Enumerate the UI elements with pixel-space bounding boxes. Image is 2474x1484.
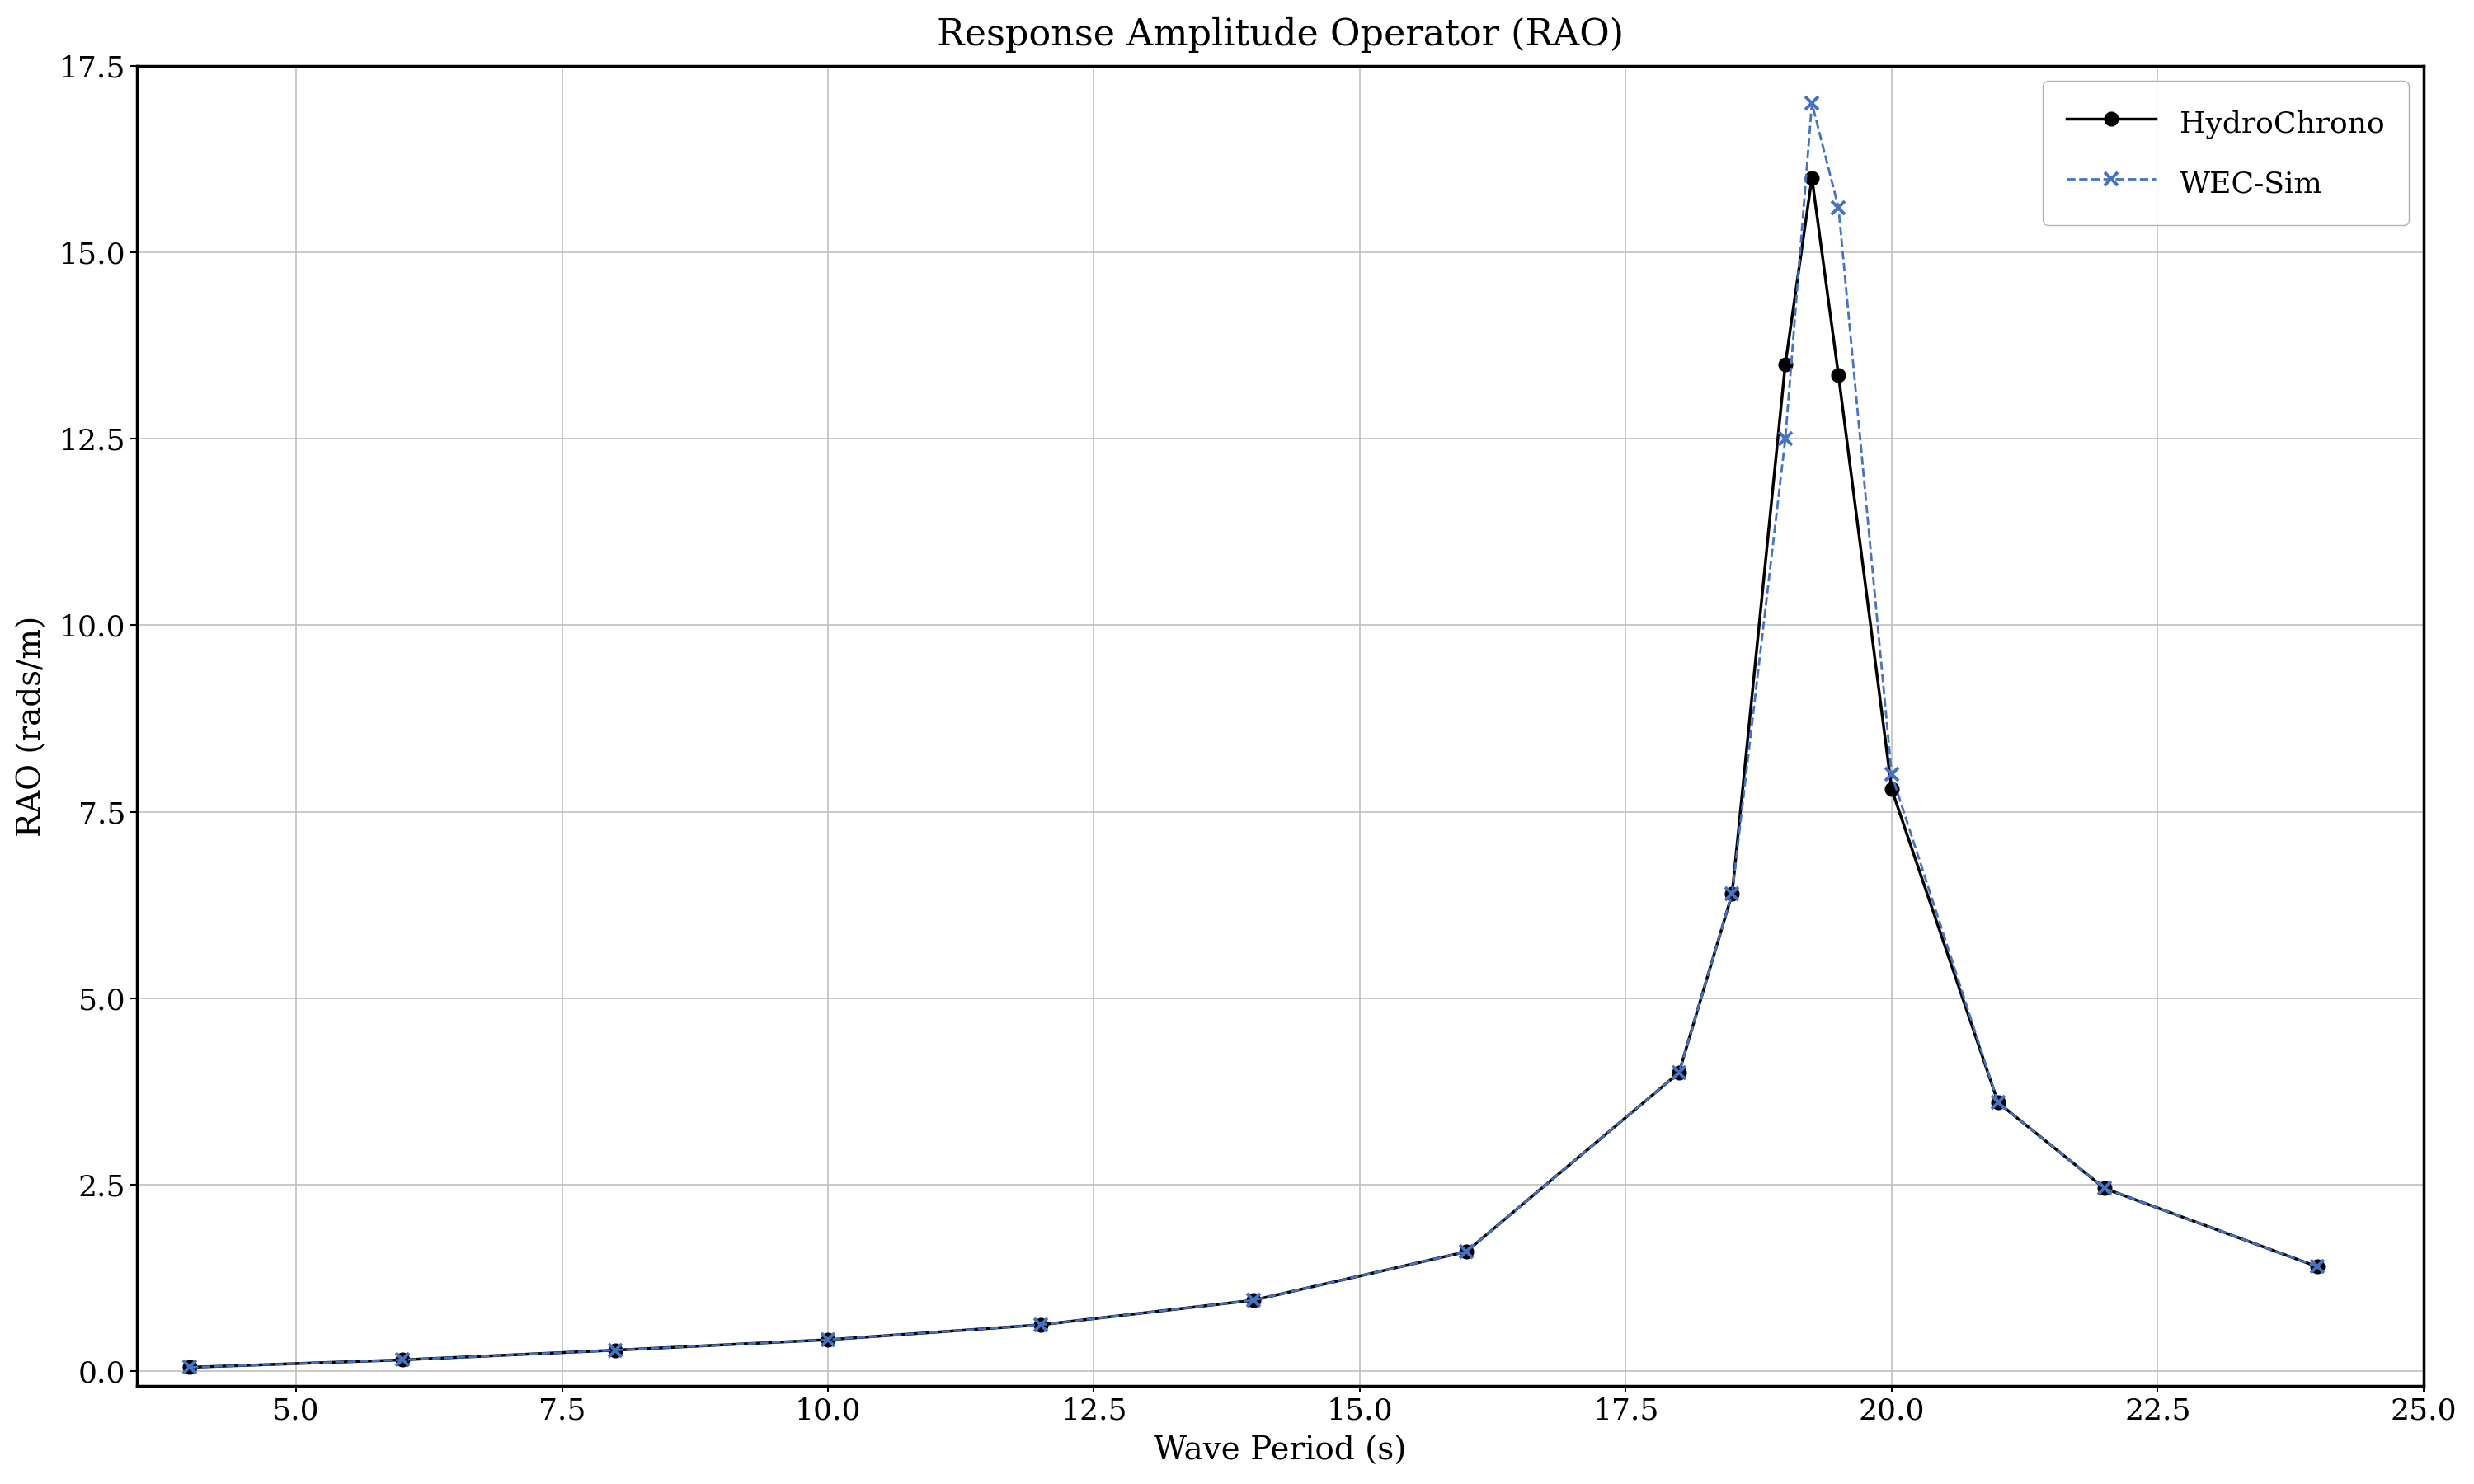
HydroChrono	[1771, 355, 1801, 372]
HydroChrono	[601, 1342, 631, 1359]
HydroChrono	[1823, 367, 1853, 384]
Line: WEC-Sim: WEC-Sim	[183, 96, 2323, 1374]
WEC-Sim	[1823, 199, 1853, 217]
WEC-Sim	[1878, 766, 1907, 784]
WEC-Sim	[1027, 1316, 1056, 1334]
WEC-Sim	[1239, 1291, 1269, 1309]
HydroChrono	[814, 1331, 844, 1349]
HydroChrono	[1717, 884, 1747, 902]
HydroChrono	[1878, 781, 1907, 798]
HydroChrono	[1665, 1064, 1695, 1082]
Title: Response Amplitude Operator (RAO): Response Amplitude Operator (RAO)	[938, 18, 1623, 53]
WEC-Sim	[1717, 884, 1747, 902]
WEC-Sim	[601, 1342, 631, 1359]
WEC-Sim	[2303, 1258, 2333, 1276]
WEC-Sim	[1665, 1064, 1695, 1082]
WEC-Sim	[1452, 1242, 1482, 1260]
HydroChrono	[2091, 1180, 2120, 1198]
HydroChrono	[1452, 1242, 1482, 1260]
WEC-Sim	[1796, 95, 1826, 113]
X-axis label: Wave Period (s): Wave Period (s)	[1153, 1437, 1405, 1466]
HydroChrono	[1796, 169, 1826, 187]
Line: HydroChrono: HydroChrono	[183, 171, 2323, 1374]
WEC-Sim	[814, 1331, 844, 1349]
HydroChrono	[2303, 1258, 2333, 1276]
WEC-Sim	[176, 1358, 205, 1376]
WEC-Sim	[2091, 1180, 2120, 1198]
HydroChrono	[388, 1350, 418, 1368]
HydroChrono	[1984, 1094, 2014, 1112]
WEC-Sim	[1771, 430, 1801, 448]
HydroChrono	[1027, 1316, 1056, 1334]
HydroChrono	[176, 1358, 205, 1376]
Y-axis label: RAO (rads/m): RAO (rads/m)	[17, 616, 47, 837]
WEC-Sim	[1984, 1094, 2014, 1112]
Legend: HydroChrono, WEC-Sim: HydroChrono, WEC-Sim	[2044, 80, 2410, 226]
WEC-Sim	[388, 1350, 418, 1368]
HydroChrono	[1239, 1291, 1269, 1309]
